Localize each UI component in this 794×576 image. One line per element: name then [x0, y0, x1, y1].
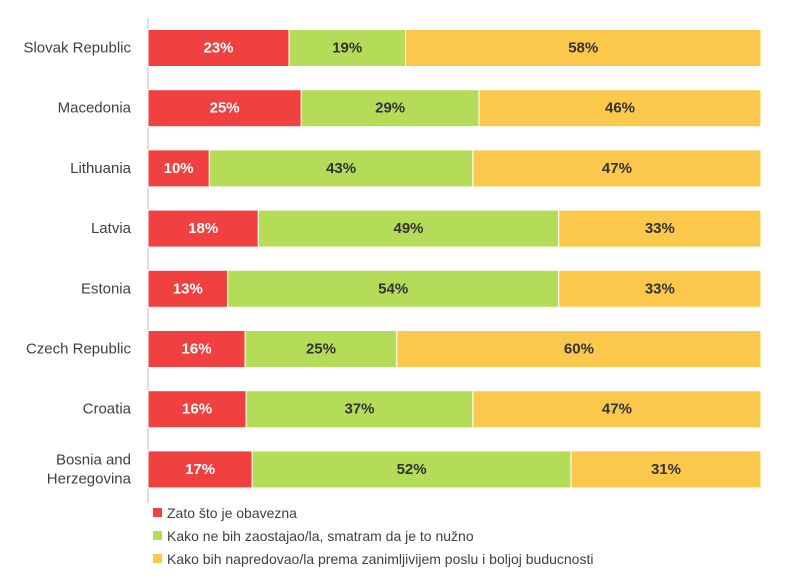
category-label: Latvia: [91, 220, 132, 237]
bar-segment: [147, 390, 247, 429]
data-label: 23%: [203, 40, 233, 57]
data-label: 13%: [173, 280, 203, 297]
legend-label: Kako bih napredovao/la prema zanimljivij…: [167, 551, 593, 567]
bar-segment: [244, 330, 398, 368]
legend-label: Kako ne bih zaostajao/la, smatram da je …: [167, 528, 474, 544]
data-label: 47%: [602, 160, 632, 177]
data-label: 18%: [188, 220, 218, 237]
category-label: Lithuania: [70, 160, 132, 177]
data-label: 58%: [568, 40, 598, 57]
data-label: 33%: [645, 220, 675, 237]
data-label: 19%: [332, 40, 362, 57]
data-label: 43%: [326, 160, 356, 177]
bar-segment: [227, 269, 560, 308]
data-label: 33%: [645, 280, 675, 297]
legend-swatch: [153, 531, 162, 540]
category-label: Bosnia and: [56, 451, 131, 468]
bar-segment: [404, 29, 762, 67]
bar-segment: [147, 330, 246, 368]
bar-segment: [147, 209, 259, 248]
legend-swatch: [153, 508, 162, 517]
legend-label: Zato što je obavezna: [167, 505, 297, 521]
bar-segment: [251, 450, 572, 489]
data-label: 37%: [344, 401, 374, 418]
category-label: Czech Republic: [26, 341, 132, 358]
category-label: Herzegovina: [47, 470, 132, 487]
data-label: 16%: [182, 341, 212, 358]
bar-segment: [245, 390, 474, 429]
bar-segment: [147, 269, 229, 308]
data-label: 52%: [397, 461, 427, 478]
data-label: 54%: [378, 280, 408, 297]
bar-segment: [472, 390, 762, 429]
data-label: 31%: [651, 461, 681, 478]
category-label: Estonia: [81, 280, 132, 297]
bar-segment: [558, 209, 762, 248]
data-label: 25%: [210, 100, 240, 117]
data-label: 46%: [605, 100, 635, 117]
bar-segment: [558, 269, 762, 308]
data-label: 10%: [164, 160, 194, 177]
bar-segment: [396, 330, 762, 368]
legend-swatch: [153, 554, 162, 563]
category-label: Macedonia: [58, 100, 132, 117]
data-label: 49%: [394, 220, 424, 237]
bar-segment: [478, 89, 762, 128]
data-label: 47%: [602, 401, 632, 418]
category-label: Croatia: [83, 401, 132, 418]
data-label: 29%: [375, 100, 405, 117]
data-label: 16%: [182, 401, 212, 418]
data-label: 17%: [185, 461, 215, 478]
bar-segment: [288, 29, 406, 67]
bar-segment: [257, 209, 560, 248]
data-label: 60%: [564, 341, 594, 358]
category-label: Slovak Republic: [23, 40, 131, 57]
bar-segment: [472, 149, 762, 188]
data-label: 25%: [306, 341, 336, 358]
bar-segment: [570, 450, 762, 489]
